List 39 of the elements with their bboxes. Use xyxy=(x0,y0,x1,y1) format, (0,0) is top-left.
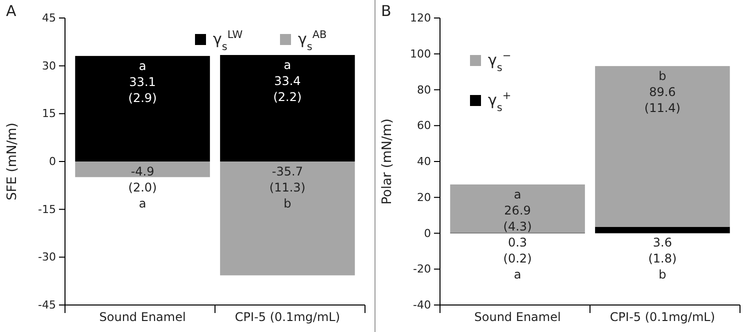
bar xyxy=(220,54,355,162)
data-label: -4.9 (2.0) a xyxy=(128,164,157,210)
data-label: 0.3 (0.2) a xyxy=(503,235,532,282)
y-tick-label: 20 xyxy=(417,190,431,204)
data-label: a 33.1 (2.9) xyxy=(128,58,157,105)
y-tick-label: -30 xyxy=(38,250,56,264)
bar xyxy=(75,56,210,162)
y-tick-label: 80 xyxy=(417,83,431,96)
y-tick-label: 15 xyxy=(42,107,56,120)
data-label: -35.7 (11.3) b xyxy=(269,164,306,210)
x-tick-label: CPI-5 (0.1mg/mL) xyxy=(234,310,340,324)
data-label: 3.6 (1.8) b xyxy=(648,235,677,282)
y-tick-label: 40 xyxy=(417,155,431,168)
chart-title: B xyxy=(381,2,392,20)
y-tick-label: 0 xyxy=(49,155,56,168)
x-tick-label: CPI-5 (0.1mg/mL) xyxy=(610,310,716,324)
y-tick-label: 0 xyxy=(424,226,431,240)
y-tick-label: -20 xyxy=(413,262,431,276)
bar xyxy=(75,162,210,178)
y-tick-label: 60 xyxy=(417,119,431,132)
data-label: a 26.9 (4.3) xyxy=(503,187,532,234)
bar xyxy=(595,226,730,234)
x-tick-label: Sound Enamel xyxy=(99,310,186,324)
y-tick-label: -40 xyxy=(413,298,431,312)
chart-title: A xyxy=(6,2,17,20)
data-label: a 33.4 (2.2) xyxy=(273,58,302,104)
y-tick-label: 120 xyxy=(410,12,431,25)
y-axis-title: SFE (mN/m) xyxy=(5,122,20,200)
y-tick-label: 30 xyxy=(42,59,56,72)
y-tick-label: 100 xyxy=(410,47,431,60)
data-label: b 89.6 (11.4) xyxy=(644,69,681,116)
y-axis-title: Polar (mN/m) xyxy=(380,118,395,204)
bar xyxy=(450,184,585,233)
y-tick-label: -15 xyxy=(38,202,56,216)
bar xyxy=(595,66,730,227)
y-tick-label: 45 xyxy=(42,12,56,25)
x-tick-label: Sound Enamel xyxy=(474,310,561,324)
y-tick-label: -45 xyxy=(38,298,56,312)
bar xyxy=(220,162,355,276)
